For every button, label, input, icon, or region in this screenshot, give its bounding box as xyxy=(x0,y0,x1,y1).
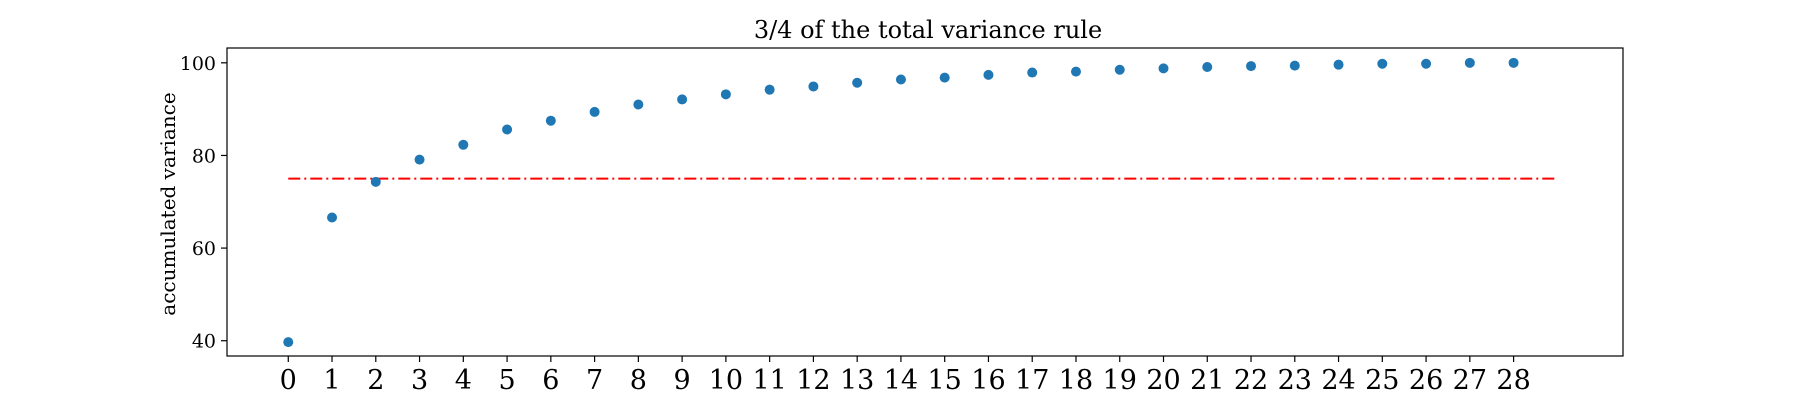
data-point xyxy=(502,124,513,135)
x-tick-label: 25 xyxy=(1365,365,1399,396)
x-tick-label: 24 xyxy=(1321,365,1355,396)
data-point xyxy=(327,212,338,223)
data-point xyxy=(1464,57,1475,68)
data-point xyxy=(1377,58,1388,69)
data-point xyxy=(1508,57,1519,68)
data-point xyxy=(1158,63,1169,74)
data-point xyxy=(370,176,381,187)
data-point xyxy=(1289,60,1300,71)
y-tick-label: 100 xyxy=(180,53,216,75)
plot-frame xyxy=(226,47,1624,357)
data-point xyxy=(458,139,469,150)
x-tick-label: 4 xyxy=(455,365,472,396)
x-tick-label: 14 xyxy=(884,365,918,396)
x-tick-label: 16 xyxy=(971,365,1005,396)
x-tick-label: 22 xyxy=(1234,365,1268,396)
x-tick-label: 20 xyxy=(1146,365,1180,396)
data-point xyxy=(1114,64,1125,75)
data-point xyxy=(1070,66,1081,77)
x-tick-label: 6 xyxy=(542,365,559,396)
data-point xyxy=(808,81,819,92)
chart-title: 3/4 of the total variance rule xyxy=(754,16,1102,44)
x-tick-label: 18 xyxy=(1059,365,1093,396)
x-tick-label: 19 xyxy=(1103,365,1137,396)
x-tick-label: 28 xyxy=(1496,365,1530,396)
data-point xyxy=(1421,58,1432,69)
data-point xyxy=(414,154,425,165)
y-axis-label: accumulated variance xyxy=(156,92,180,315)
data-point xyxy=(764,84,775,95)
x-tick-label: 2 xyxy=(367,365,384,396)
y-tick-label: 80 xyxy=(192,145,216,167)
data-point xyxy=(677,94,688,105)
x-tick-label: 9 xyxy=(674,365,691,396)
data-point xyxy=(939,72,950,83)
data-point xyxy=(1027,67,1038,78)
data-point xyxy=(545,115,556,126)
data-point xyxy=(633,99,644,110)
x-tick-label: 17 xyxy=(1015,365,1049,396)
data-point xyxy=(983,69,994,80)
y-tick-label: 40 xyxy=(192,331,216,353)
data-point xyxy=(1246,61,1257,72)
x-tick-label: 1 xyxy=(323,365,340,396)
x-tick-label: 23 xyxy=(1278,365,1312,396)
x-tick-label: 5 xyxy=(498,365,515,396)
data-point xyxy=(895,74,906,85)
data-point xyxy=(1333,59,1344,70)
x-tick-label: 27 xyxy=(1453,365,1487,396)
x-tick-label: 15 xyxy=(928,365,962,396)
x-tick-label: 13 xyxy=(840,365,874,396)
x-tick-label: 0 xyxy=(280,365,297,396)
data-point xyxy=(283,337,294,348)
x-tick-label: 7 xyxy=(586,365,603,396)
x-tick-label: 3 xyxy=(411,365,428,396)
x-tick-label: 12 xyxy=(796,365,830,396)
x-tick-label: 21 xyxy=(1190,365,1224,396)
data-point xyxy=(852,77,863,88)
x-tick-label: 10 xyxy=(709,365,743,396)
data-point xyxy=(720,89,731,100)
x-tick-label: 11 xyxy=(752,365,786,396)
data-point xyxy=(589,106,600,117)
x-tick-label: 26 xyxy=(1409,365,1443,396)
x-tick-label: 8 xyxy=(630,365,647,396)
data-point xyxy=(1202,61,1213,72)
y-tick-label: 60 xyxy=(192,238,216,260)
